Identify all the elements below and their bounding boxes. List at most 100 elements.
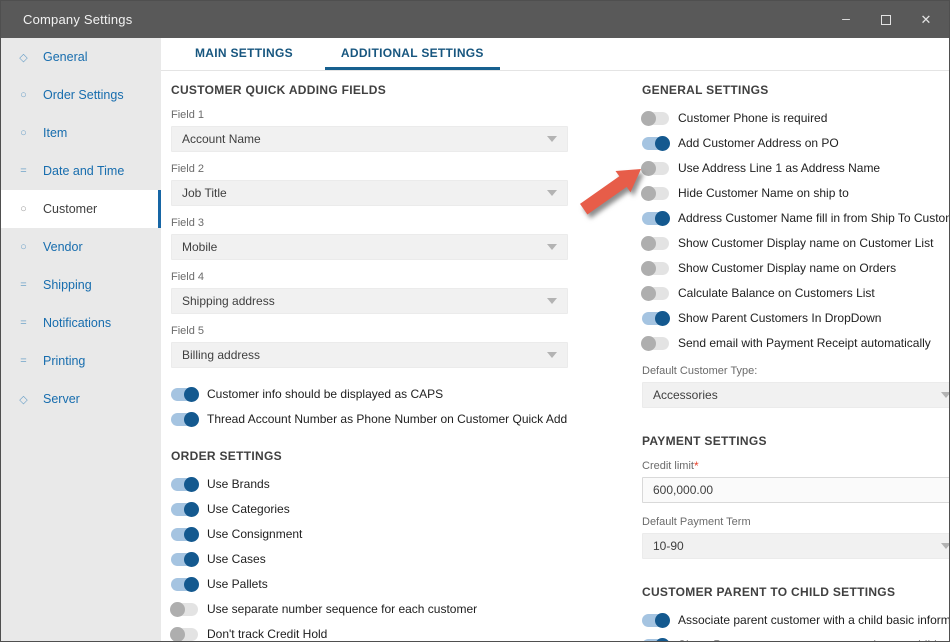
toggle-label: Use Cases bbox=[207, 552, 266, 566]
required-asterisk: * bbox=[693, 459, 699, 473]
toggle-label: Show Customer Display name on Customer L… bbox=[678, 236, 934, 250]
toggle-row-add-customer-address-po: Add Customer Address on PO bbox=[642, 133, 949, 153]
toggle-switch[interactable] bbox=[641, 185, 669, 201]
sidebar-item-general[interactable]: ◇ General bbox=[1, 38, 161, 76]
select-value: 10-90 bbox=[653, 539, 684, 553]
toggle-switch[interactable] bbox=[171, 411, 199, 427]
toggle-switch[interactable] bbox=[171, 386, 199, 402]
toggle-knob bbox=[641, 235, 656, 251]
toggle-switch[interactable] bbox=[641, 235, 669, 251]
close-button[interactable]: ✕ bbox=[909, 1, 943, 38]
sidebar-item-label: Server bbox=[43, 392, 80, 406]
sidebar-item-label: Notifications bbox=[43, 316, 112, 330]
chevron-down-icon bbox=[547, 244, 557, 250]
chevron-down-icon bbox=[547, 190, 557, 196]
field5-label: Field 5 bbox=[171, 325, 205, 337]
toggle-switch[interactable] bbox=[642, 612, 670, 628]
sidebar-item-item[interactable]: ○ Item bbox=[1, 114, 161, 152]
titlebar: Company Settings – ✕ bbox=[1, 1, 949, 38]
toggle-row-use-cases: Use Cases bbox=[171, 549, 568, 569]
toggle-label: Show Customer Display name on Orders bbox=[678, 261, 897, 275]
toggle-switch[interactable] bbox=[641, 335, 669, 351]
equals-icon: = bbox=[20, 355, 27, 367]
tab-main-settings[interactable]: MAIN SETTINGS bbox=[179, 38, 309, 70]
sidebar-item-printing[interactable]: = Printing bbox=[1, 342, 161, 380]
toggle-switch[interactable] bbox=[171, 551, 199, 567]
credit-limit-input[interactable]: 600,000.00 bbox=[642, 477, 949, 503]
field3-select[interactable]: Mobile bbox=[171, 234, 568, 260]
toggle-row-dont-track-credit-hold: Don't track Credit Hold bbox=[170, 624, 568, 641]
toggle-row-display-name-orders: Show Customer Display name on Orders bbox=[641, 258, 949, 278]
select-value: Accessories bbox=[653, 388, 718, 402]
toggle-row-thread-account-number: Thread Account Number as Phone Number on… bbox=[171, 409, 568, 429]
sidebar-item-server[interactable]: ◇ Server bbox=[1, 380, 161, 418]
toggle-switch[interactable] bbox=[641, 285, 669, 301]
toggle-switch[interactable] bbox=[171, 526, 199, 542]
section-title-customer-quick-adding-fields: CUSTOMER QUICK ADDING FIELDS bbox=[171, 83, 387, 97]
toggle-switch[interactable] bbox=[170, 626, 198, 641]
toggle-label: Use Address Line 1 as Address Name bbox=[678, 161, 881, 175]
sidebar-item-label: Vendor bbox=[43, 240, 83, 254]
sidebar-item-label: Printing bbox=[43, 354, 86, 368]
minimize-button[interactable]: – bbox=[829, 1, 863, 38]
toggle-switch[interactable] bbox=[171, 576, 199, 592]
field5-select[interactable]: Billing address bbox=[171, 342, 568, 368]
section-title-general-settings: GENERAL SETTINGS bbox=[642, 83, 769, 97]
field4-select[interactable]: Shipping address bbox=[171, 288, 568, 314]
sidebar-item-vendor[interactable]: ○ Vendor bbox=[1, 228, 161, 266]
toggle-knob bbox=[184, 501, 199, 517]
sidebar-item-shipping[interactable]: = Shipping bbox=[1, 266, 161, 304]
toggle-knob bbox=[184, 551, 199, 567]
sidebar-item-label: Customer bbox=[43, 202, 98, 216]
toggle-switch[interactable] bbox=[170, 601, 198, 617]
toggle-row-associate-parent-customer: Associate parent customer with a child b… bbox=[642, 610, 950, 630]
toggle-row-display-name-customer-list: Show Customer Display name on Customer L… bbox=[641, 233, 949, 253]
settings-sidebar: ◇ General ○ Order Settings ○ Item = Date… bbox=[1, 38, 161, 641]
toggle-switch[interactable] bbox=[642, 637, 670, 641]
sidebar-item-order-settings[interactable]: ○ Order Settings bbox=[1, 76, 161, 114]
sidebar-item-date-and-time[interactable]: = Date and Time bbox=[1, 152, 161, 190]
toggle-label: Associate parent customer with a child b… bbox=[678, 613, 950, 627]
sidebar-item-notifications[interactable]: = Notifications bbox=[1, 304, 161, 342]
toggle-knob bbox=[184, 386, 199, 402]
toggle-label: Share Parent customer payment settings t… bbox=[678, 638, 937, 641]
toggle-switch[interactable] bbox=[642, 310, 670, 326]
chevron-down-icon bbox=[547, 352, 557, 358]
toggle-label: Use Pallets bbox=[207, 577, 268, 591]
toggle-switch[interactable] bbox=[171, 501, 199, 517]
toggle-switch[interactable] bbox=[641, 160, 669, 176]
toggle-label: Use Brands bbox=[207, 477, 270, 491]
section-title-parent-to-child: CUSTOMER PARENT TO CHILD SETTINGS bbox=[642, 585, 896, 599]
chevron-down-icon bbox=[547, 298, 557, 304]
tab-additional-settings[interactable]: ADDITIONAL SETTINGS bbox=[324, 38, 500, 70]
select-value: Job Title bbox=[182, 186, 227, 200]
toggle-knob bbox=[655, 310, 670, 326]
sidebar-item-label: General bbox=[43, 50, 88, 64]
toggle-knob bbox=[641, 260, 656, 276]
toggle-row-use-brands: Use Brands bbox=[171, 474, 568, 494]
sidebar-item-label: Order Settings bbox=[43, 88, 124, 102]
toggle-switch[interactable] bbox=[641, 110, 669, 126]
default-customer-type-label: Default Customer Type: bbox=[642, 365, 758, 377]
select-value: Shipping address bbox=[182, 294, 275, 308]
toggle-switch[interactable] bbox=[641, 260, 669, 276]
window-title: Company Settings bbox=[23, 12, 133, 27]
toggle-knob bbox=[170, 601, 185, 617]
toggle-switch[interactable] bbox=[171, 476, 199, 492]
maximize-button[interactable] bbox=[869, 1, 903, 38]
default-customer-type-select[interactable]: Accessories bbox=[642, 382, 949, 408]
toggle-switch[interactable] bbox=[642, 135, 670, 151]
toggle-label: Customer info should be displayed as CAP… bbox=[207, 387, 444, 401]
default-payment-term-select[interactable]: 10-90 bbox=[642, 533, 949, 559]
tab-label: MAIN SETTINGS bbox=[195, 45, 293, 60]
toggle-switch[interactable] bbox=[642, 210, 670, 226]
field1-select[interactable]: Account Name bbox=[171, 126, 568, 152]
circle-icon: ○ bbox=[20, 203, 27, 215]
toggle-knob bbox=[184, 526, 199, 542]
maximize-icon bbox=[881, 14, 891, 25]
field2-select[interactable]: Job Title bbox=[171, 180, 568, 206]
toggle-row-separate-number-sequence: Use separate number sequence for each cu… bbox=[170, 599, 568, 619]
toggle-label: Use Categories bbox=[207, 502, 290, 516]
sidebar-item-label: Shipping bbox=[43, 278, 92, 292]
sidebar-item-customer[interactable]: ○ Customer bbox=[1, 190, 161, 228]
